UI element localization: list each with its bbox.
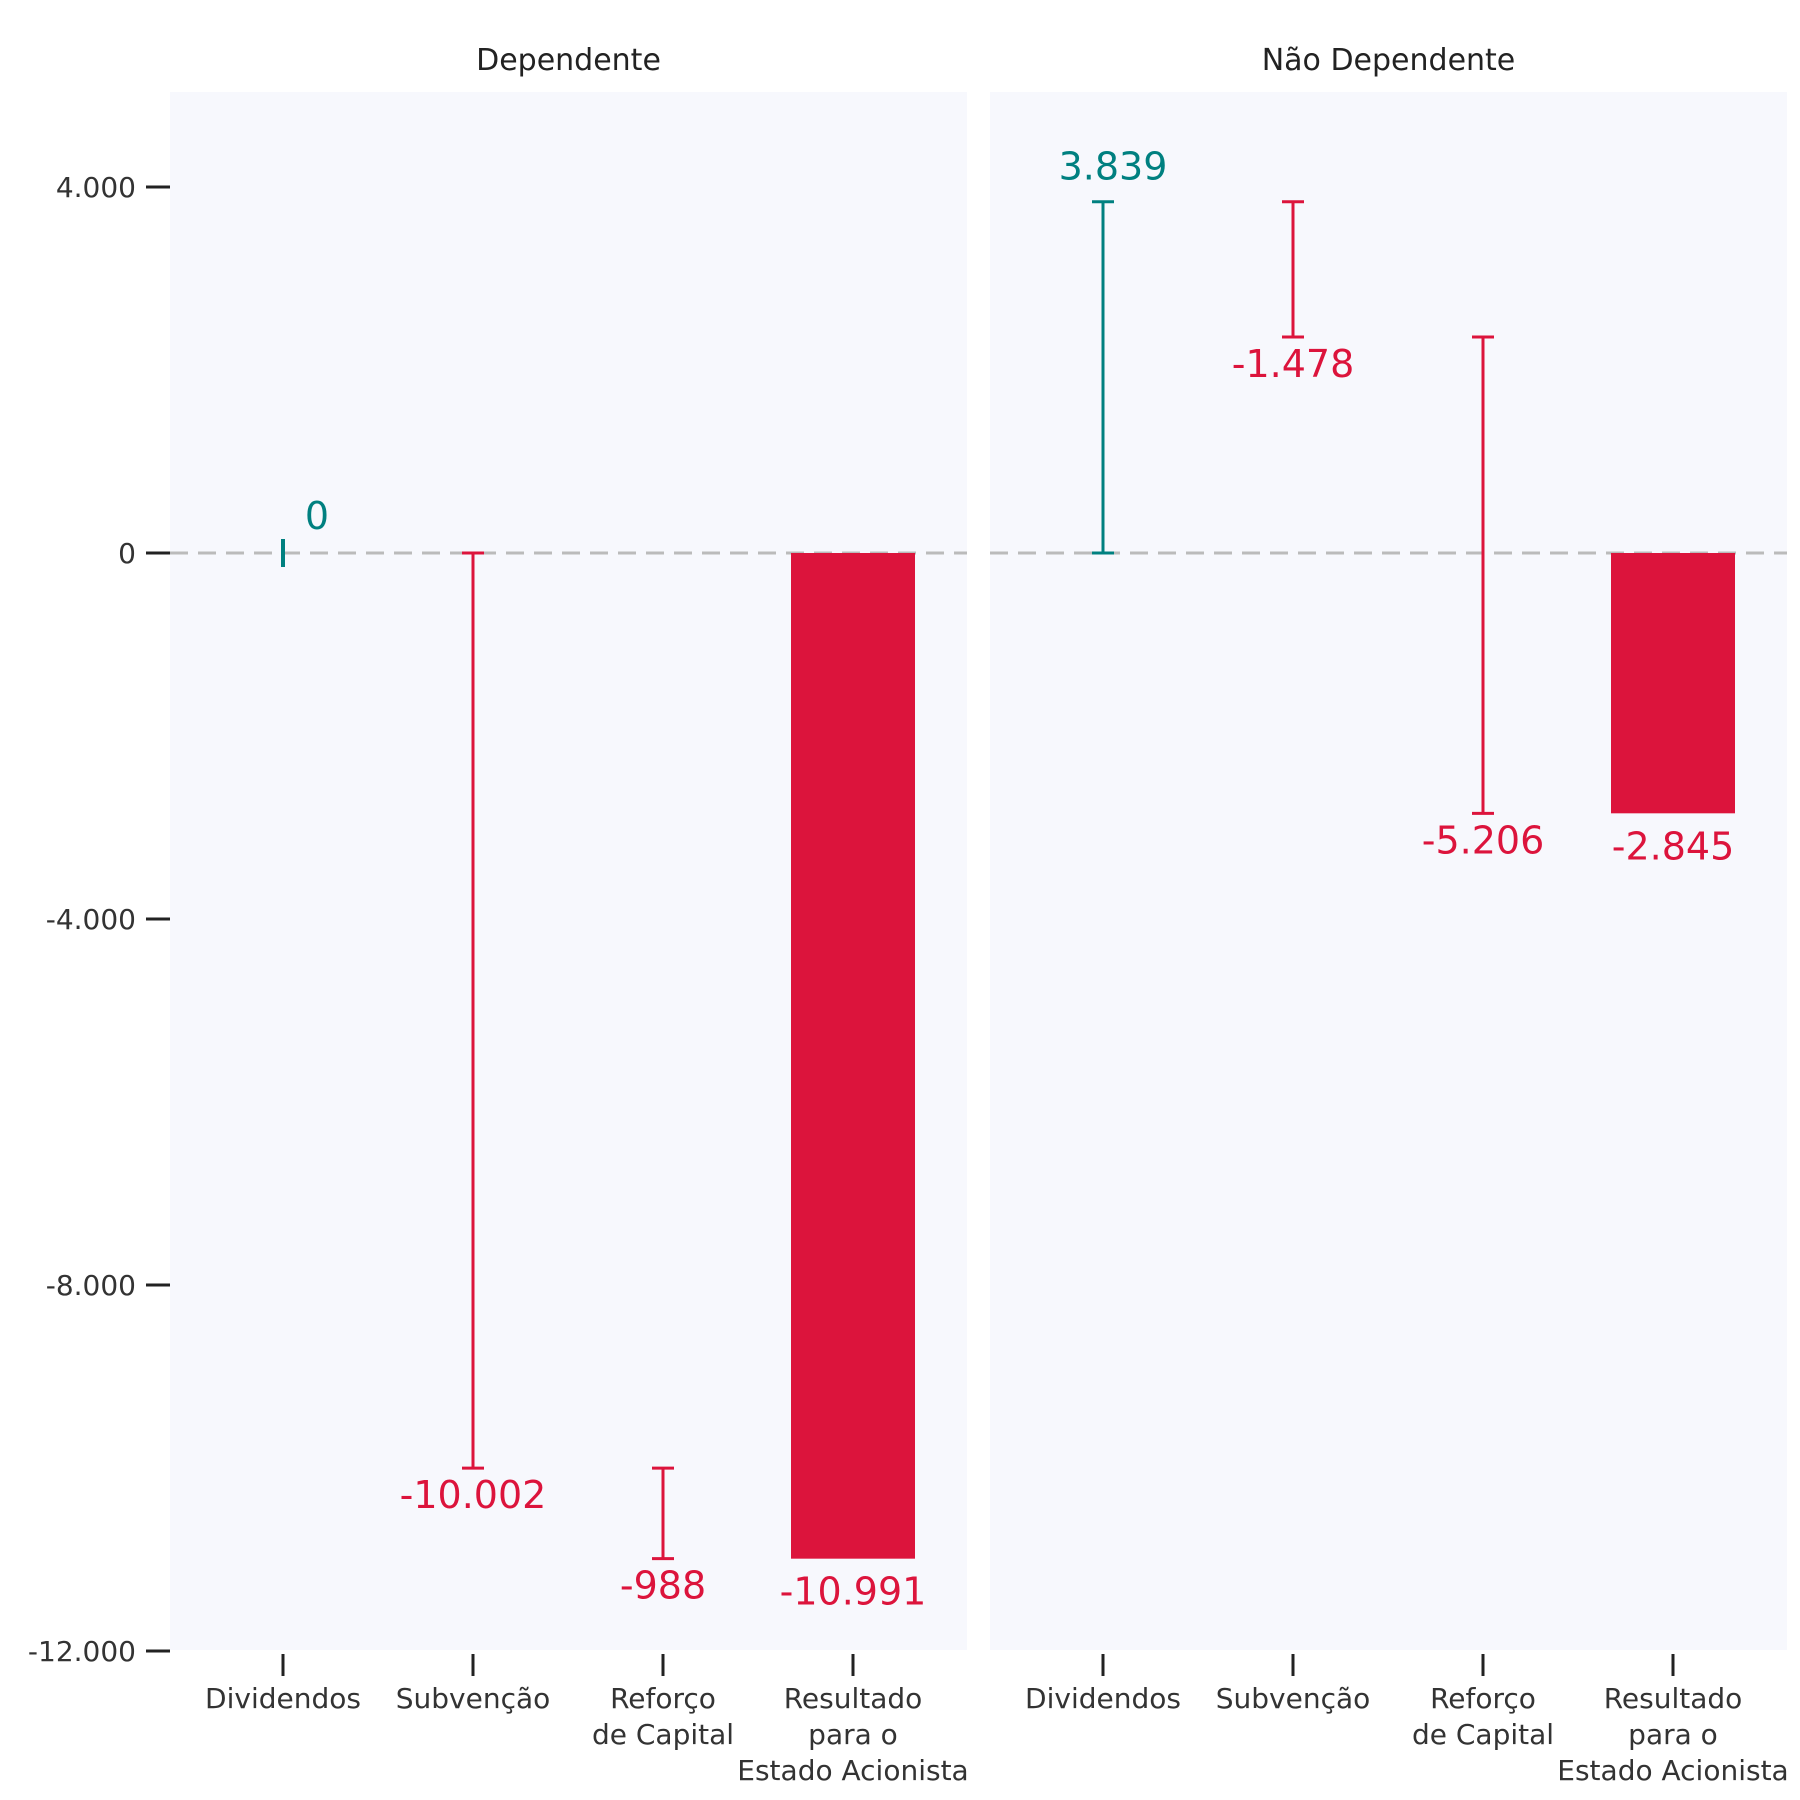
y-tick-label: 4.000: [56, 171, 136, 204]
data-label: 3.839: [1059, 145, 1168, 189]
x-tick-label: para o: [1628, 1718, 1718, 1751]
x-tick-label: Dividendos: [1025, 1682, 1181, 1715]
y-tick-label: -12.000: [28, 1635, 136, 1668]
x-tick-label: Subvenção: [1216, 1682, 1371, 1715]
x-tick-label: Subvenção: [396, 1682, 551, 1715]
x-tick-label: de Capital: [1412, 1718, 1554, 1751]
data-label: -5.206: [1422, 818, 1545, 862]
y-tick-label: -8.000: [46, 1269, 136, 1302]
x-tick-label: Reforço: [1430, 1682, 1536, 1715]
x-tick-label: Reforço: [610, 1682, 716, 1715]
panel-background: [990, 92, 1787, 1650]
x-tick-label: de Capital: [592, 1718, 734, 1751]
x-tick-label: Resultado: [1604, 1682, 1743, 1715]
total-bar: [1611, 553, 1735, 814]
total-bar: [791, 553, 915, 1559]
data-label: -2.845: [1612, 824, 1735, 868]
x-tick-label: Estado Acionista: [737, 1754, 968, 1787]
facet-title: Não Dependente: [1262, 43, 1516, 78]
data-label: -988: [620, 1564, 706, 1608]
data-label: 0: [305, 494, 329, 538]
y-tick-label: -4.000: [46, 903, 136, 936]
data-label: -10.002: [400, 1473, 547, 1517]
x-tick-label: Estado Acionista: [1557, 1754, 1788, 1787]
y-tick-label: 0: [118, 537, 136, 570]
x-tick-label: para o: [808, 1718, 898, 1751]
data-label: -10.991: [780, 1570, 927, 1614]
x-tick-label: Dividendos: [205, 1682, 361, 1715]
data-label: -1.478: [1232, 342, 1355, 386]
facet-title: Dependente: [476, 43, 661, 78]
x-tick-label: Resultado: [784, 1682, 923, 1715]
